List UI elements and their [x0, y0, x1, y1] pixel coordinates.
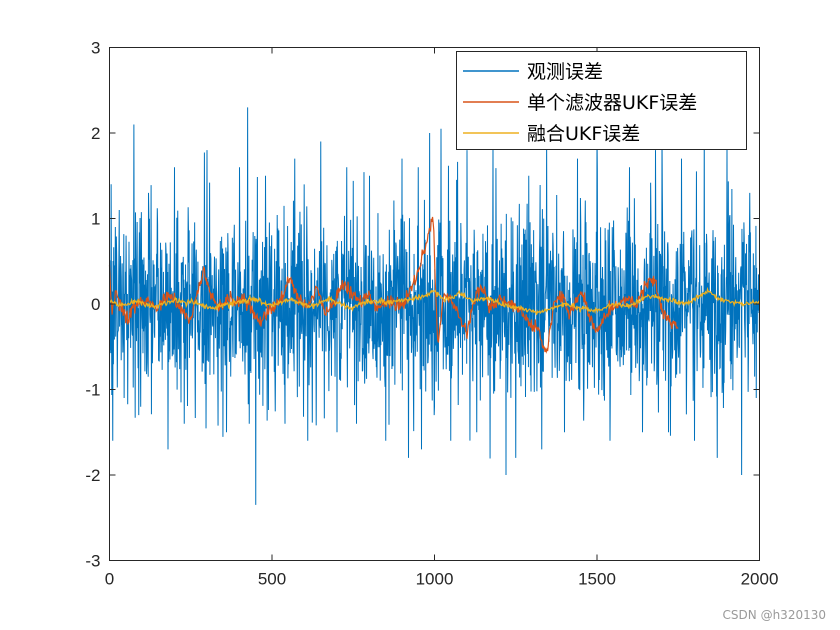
x-tick-label-4: 2000	[741, 570, 779, 589]
x-tick-label-2: 1000	[416, 570, 454, 589]
y-tick-label-1: -2	[85, 466, 100, 485]
watermark: CSDN @h320130	[722, 608, 826, 622]
y-tick-label-0: -3	[85, 552, 100, 571]
y-tick-label-2: -1	[85, 381, 100, 400]
series-line-2	[108, 216, 679, 354]
y-tick-label-3: 0	[91, 295, 100, 314]
legend-label-3: 融合UKF误差	[527, 123, 640, 145]
legend-label-1: 观测误差	[527, 61, 603, 83]
x-tick-label-3: 1500	[578, 570, 616, 589]
y-tick-label-5: 2	[91, 124, 100, 143]
tick-layer: 0 500 1000 1500 2000 -3 -2 -1 0 1 2 3	[85, 39, 778, 589]
series-line-1	[109, 107, 760, 505]
series-line-3	[108, 286, 761, 316]
x-tick-label-1: 500	[258, 570, 286, 589]
plot-border	[109, 47, 760, 561]
series-layer	[108, 107, 761, 505]
y-tick-label-4: 1	[91, 210, 100, 229]
legend-label-2: 单个滤波器UKF误差	[527, 92, 697, 114]
y-tick-label-6: 3	[91, 39, 100, 58]
x-tick-label-0: 0	[105, 570, 114, 589]
